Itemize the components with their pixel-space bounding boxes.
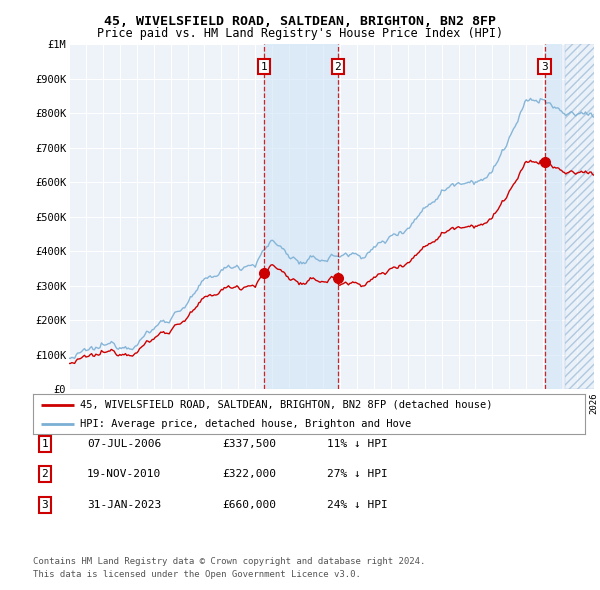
Bar	[565, 44, 600, 389]
Text: £322,000: £322,000	[222, 470, 276, 479]
Text: £660,000: £660,000	[222, 500, 276, 510]
Bar	[264, 44, 338, 389]
Text: 2: 2	[41, 470, 49, 479]
Text: 07-JUL-2006: 07-JUL-2006	[87, 439, 161, 448]
Text: 1: 1	[41, 439, 49, 448]
Bar	[565, 44, 600, 389]
Text: 1: 1	[261, 62, 268, 71]
Text: 3: 3	[41, 500, 49, 510]
Text: HPI: Average price, detached house, Brighton and Hove: HPI: Average price, detached house, Brig…	[80, 419, 411, 428]
Text: 3: 3	[541, 62, 548, 71]
Text: 27% ↓ HPI: 27% ↓ HPI	[327, 470, 388, 479]
Text: 45, WIVELSFIELD ROAD, SALTDEAN, BRIGHTON, BN2 8FP (detached house): 45, WIVELSFIELD ROAD, SALTDEAN, BRIGHTON…	[80, 400, 493, 410]
Text: This data is licensed under the Open Government Licence v3.0.: This data is licensed under the Open Gov…	[33, 571, 361, 579]
Text: 45, WIVELSFIELD ROAD, SALTDEAN, BRIGHTON, BN2 8FP: 45, WIVELSFIELD ROAD, SALTDEAN, BRIGHTON…	[104, 15, 496, 28]
Text: 24% ↓ HPI: 24% ↓ HPI	[327, 500, 388, 510]
Text: 2: 2	[335, 62, 341, 71]
Text: Contains HM Land Registry data © Crown copyright and database right 2024.: Contains HM Land Registry data © Crown c…	[33, 558, 425, 566]
Bar	[545, 44, 562, 389]
Text: 11% ↓ HPI: 11% ↓ HPI	[327, 439, 388, 448]
Text: £337,500: £337,500	[222, 439, 276, 448]
Text: 31-JAN-2023: 31-JAN-2023	[87, 500, 161, 510]
Text: 19-NOV-2010: 19-NOV-2010	[87, 470, 161, 479]
Text: Price paid vs. HM Land Registry's House Price Index (HPI): Price paid vs. HM Land Registry's House …	[97, 27, 503, 40]
